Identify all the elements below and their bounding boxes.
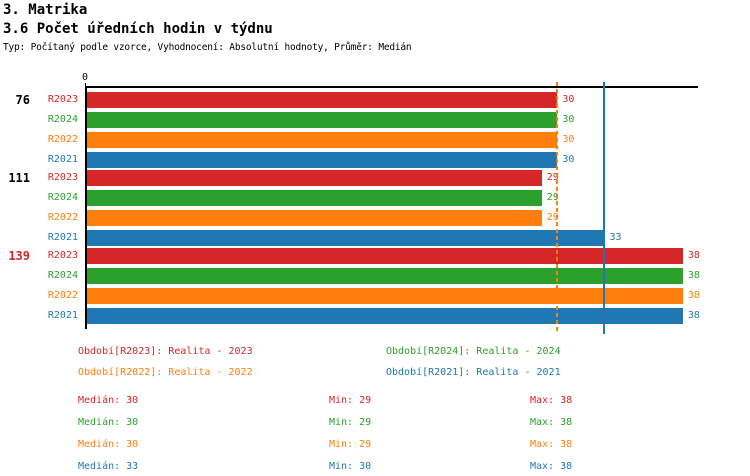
bar-value-label: 38 (687, 310, 700, 321)
series-label: R2024 (47, 192, 78, 203)
legend-item: Období[R2024]: Realita - 2024 (386, 346, 561, 357)
bar-value-label: 30 (562, 154, 575, 165)
bar (87, 112, 558, 128)
y-axis-line (85, 86, 87, 329)
bar-value-label: 38 (687, 250, 700, 261)
series-label: R2024 (47, 114, 78, 125)
stat-max: Max: 38 (530, 395, 573, 406)
bar-value-label: 30 (562, 114, 575, 125)
group-label: 111 (8, 171, 30, 185)
series-label: R2022 (47, 212, 78, 223)
bar (87, 230, 605, 246)
stat-max: Max: 38 (530, 439, 573, 450)
series-label: R2023 (47, 250, 78, 261)
series-label: R2024 (47, 270, 78, 281)
page-title: 3. Matrika (3, 2, 88, 18)
bar (87, 288, 683, 304)
group-label: 76 (15, 93, 30, 107)
bar-value-label: 33 (609, 232, 622, 243)
bar-value-label: 30 (562, 94, 575, 105)
series-label: R2021 (47, 232, 78, 243)
stat-min: Min: 30 (329, 461, 372, 472)
bar (87, 248, 683, 264)
median-reference-line (556, 82, 559, 334)
legend-item: Období[R2022]: Realita - 2022 (78, 367, 253, 378)
legend-item: Období[R2023]: Realita - 2023 (78, 346, 253, 357)
bar-value-label: 38 (687, 290, 700, 301)
stat-median: Medián: 33 (78, 461, 139, 472)
series-label: R2021 (47, 154, 78, 165)
bar (87, 132, 558, 148)
bar (87, 92, 558, 108)
bar (87, 170, 542, 186)
bar (87, 268, 683, 284)
series-label: R2022 (47, 134, 78, 145)
series-label: R2023 (47, 94, 78, 105)
x-axis-zero-label: 0 (81, 72, 89, 83)
bar (87, 308, 683, 324)
bar (87, 210, 542, 226)
question-title: 3.6 Počet úředních hodin v týdnu (3, 21, 273, 37)
bar-value-label: 29 (546, 172, 559, 183)
median-reference-line (603, 82, 606, 334)
stat-median: Medián: 30 (78, 395, 139, 406)
bar (87, 152, 558, 168)
series-label: R2023 (47, 172, 78, 183)
bar (87, 190, 542, 206)
series-label: R2022 (47, 290, 78, 301)
bar-chart: 0 76 R2023 30 R2024 30 R2022 30 R2021 30 111 R2023 2… (8, 72, 700, 334)
x-axis-tick (85, 83, 86, 88)
series-label: R2021 (47, 310, 78, 321)
x-axis-line (85, 86, 698, 88)
stat-median: Medián: 30 (78, 417, 139, 428)
stat-min: Min: 29 (329, 395, 372, 406)
bar-value-label: 29 (546, 212, 559, 223)
stat-median: Medián: 30 (78, 439, 139, 450)
stat-max: Max: 38 (530, 461, 573, 472)
group-label: 139 (8, 249, 30, 263)
bar-value-label: 30 (562, 134, 575, 145)
stat-max: Max: 38 (530, 417, 573, 428)
question-description: Typ: Počítaný podle vzorce, Vyhodnocení:… (3, 42, 412, 53)
legend-item: Období[R2021]: Realita - 2021 (386, 367, 561, 378)
bar-value-label: 29 (546, 192, 559, 203)
stat-min: Min: 29 (329, 417, 372, 428)
stat-min: Min: 29 (329, 439, 372, 450)
bar-value-label: 38 (687, 270, 700, 281)
